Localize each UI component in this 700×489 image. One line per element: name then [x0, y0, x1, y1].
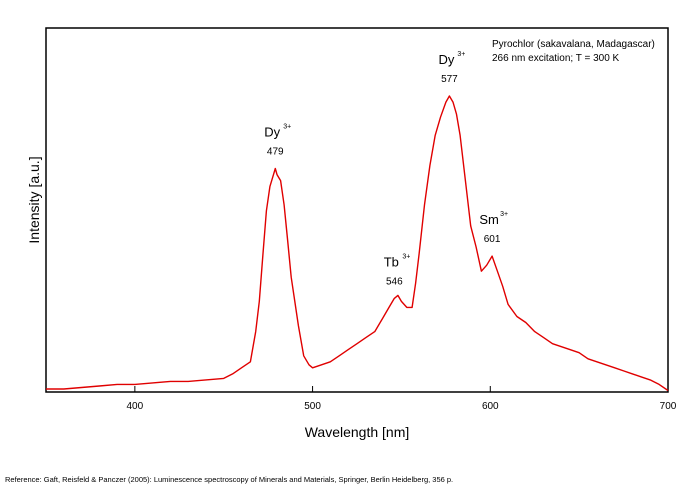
- series-line-spectrum: [46, 95, 669, 392]
- peak-annotation: 546 Tb 3+: [384, 253, 411, 287]
- x-axis-ticks: 400 500 600 700: [127, 386, 677, 412]
- y-axis-title: Intensity [a.u.]: [26, 156, 42, 243]
- peak-ion-charge: 3+: [457, 51, 465, 58]
- peak-wavelength-label: 546: [386, 276, 403, 287]
- peak-ion-label: Dy: [264, 125, 280, 140]
- sample-info-line-2: 266 nm excitation; T = 300 K: [492, 53, 620, 64]
- peak-wavelength-label: 601: [484, 234, 501, 245]
- peak-ion-charge: 3+: [402, 253, 410, 260]
- x-tick-label: 700: [660, 401, 677, 412]
- sample-info-line-1: Pyrochlor (sakavalana, Madagascar): [492, 39, 655, 50]
- x-tick-label: 400: [127, 401, 144, 412]
- peak-ion-charge: 3+: [283, 124, 291, 131]
- peak-annotation: 577 Dy 3+: [438, 51, 465, 85]
- peak-annotation: 479 Dy 3+: [264, 124, 291, 158]
- plot-frame: [45, 27, 669, 393]
- peak-ion-label: Tb: [384, 254, 399, 269]
- peak-ion-charge: 3+: [500, 211, 508, 218]
- peak-wavelength-label: 479: [267, 147, 284, 158]
- x-axis-title: Wavelength [nm]: [305, 424, 410, 440]
- peak-wavelength-label: 577: [441, 74, 458, 85]
- x-tick-label: 600: [482, 401, 499, 412]
- x-tick-label: 500: [304, 401, 321, 412]
- peak-annotation: 601 Sm 3+: [479, 211, 508, 245]
- peak-ion-label: Dy: [438, 52, 454, 67]
- peak-ion-label: Sm: [479, 212, 499, 227]
- reference-note: Reference: Gaft, Reisfeld & Panczer (200…: [5, 475, 453, 484]
